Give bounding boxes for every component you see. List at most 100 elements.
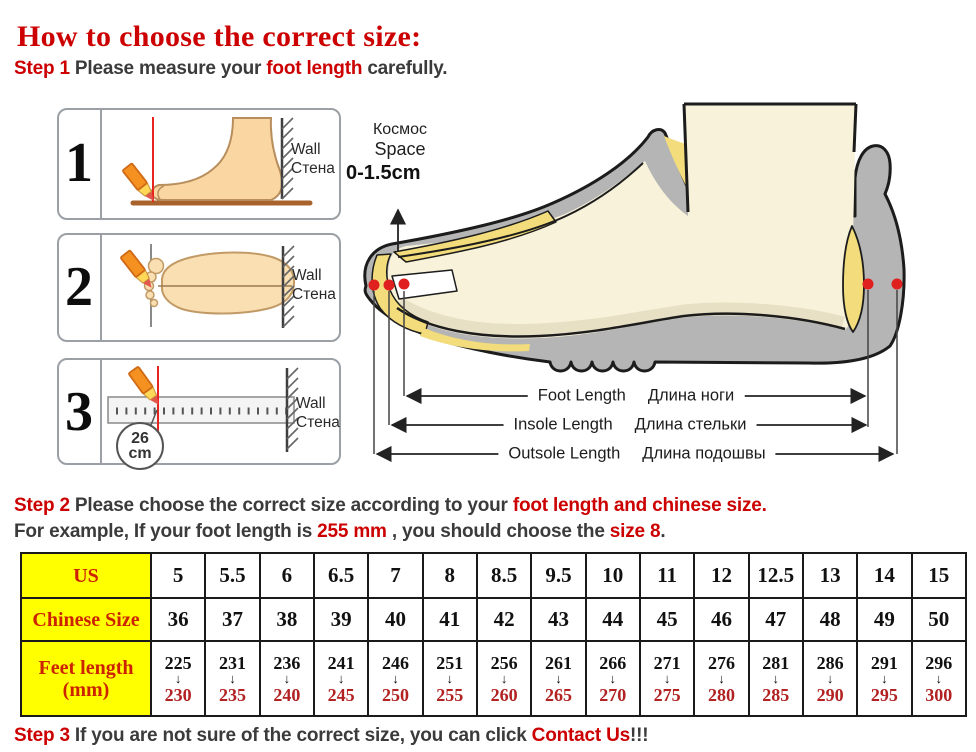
size-table-cell: 281 ↓ 285 [747,640,804,717]
text-segment: foot length [266,58,368,79]
size-table-cell: 225 ↓ 230 [149,640,207,717]
wall-label: Wall Стена [296,394,340,432]
ruler-callout-label: 26 cm [128,431,151,462]
toe-box [391,269,458,300]
size-table-row: Chinese Size 36 37 38 39 40 41 42 43 44 45 46 47 48 49… [20,597,968,642]
down-arrow-icon: ↓ [337,670,345,686]
size-table-row: Feet length (mm) 225 ↓ 230 231 ↓ 235 236 ↓ 240 241 ↓… [20,640,968,717]
size-table-cell: 42 [475,597,533,642]
down-arrow-icon: ↓ [935,670,943,686]
down-arrow-icon: ↓ [283,670,291,686]
size-table: US 5 5.5 6 6.5 7 8 8.5 9.5 10 11 12 12.5 13 14 15 Chines… [20,552,968,717]
size-table-cell: 48 [801,597,859,642]
contact-us-link[interactable]: Contact Us [531,725,630,746]
toe-space-label-en: Space [374,139,426,159]
down-arrow-icon: ↓ [392,670,399,686]
measurement-label-foot-length: Foot Length Длина ноги [527,386,745,406]
size-table-cell: 39 [312,597,370,642]
text-segment: carefully. [367,58,448,79]
text-segment: If you are not sure of the correct size,… [74,725,532,746]
shoe-cross-section [363,102,906,373]
text-segment: Please measure your [74,58,267,79]
size-table-cell: 5.5 [204,552,261,599]
size-table-row-header: Feet length (mm) [20,640,152,717]
page-title: How to choose the correct size: [17,20,422,53]
text-segment: . [660,521,666,542]
text-segment: Step 2 [14,495,75,516]
size-table-row-header: Chinese Size [20,597,152,642]
size-table-cell: 276 ↓ 280 [693,640,750,717]
size-table-cell: 41 [421,597,478,642]
measurement-label-outsole-length: Outsole Length Длина подошвы [498,444,776,464]
size-table-cell: 50 [910,597,968,642]
step2-text-line2: For example, If your foot length is 255 … [14,521,666,543]
size-table-cell: 8 [421,552,478,599]
shoe-outline [363,128,906,373]
size-table-cell: 271 ↓ 275 [638,640,696,717]
box-divider [100,110,102,218]
wall-label-en: Wall [296,395,326,412]
foot-inside-shoe [387,161,858,339]
step-box-number-3: 3 [65,381,93,443]
down-arrow-icon: ↓ [881,670,888,686]
size-table-cell: 286 ↓ 290 [801,640,859,717]
size-table-cell: 36 [149,597,207,642]
step-box-number-2: 2 [65,256,93,318]
size-table-cell: 46 [693,597,750,642]
toe-insole-crescent [371,253,429,335]
down-arrow-icon: ↓ [826,670,834,686]
wall-label-en: Wall [291,141,321,158]
size-table-cell: 43 [530,597,587,642]
insole-bottom-sliver [420,328,530,352]
wall-label-ru: Стена [291,160,335,177]
size-table-cell: 8.5 [475,552,533,599]
size-table-cell: 44 [584,597,641,642]
measurement-ru: Длина стельки [634,415,747,434]
down-arrow-icon: ↓ [229,670,236,686]
measurement-ru: Длина подошвы [642,444,766,463]
measurement-en: Insole Length [513,415,613,434]
toe-space-value: 0-1.5cm [346,162,421,184]
size-table-cell: 296 ↓ 300 [910,640,968,717]
text-segment: Step 3 [14,725,75,746]
size-table-cell: 38 [258,597,315,642]
size-table-cell: 7 [367,552,424,599]
size-table-cell: 49 [856,597,913,642]
size-table-row: US 5 5.5 6 6.5 7 8 8.5 9.5 10 11 12 12.5 13 14 15 [20,552,968,599]
text-segment: !!! [629,725,649,746]
heel-insole-crescent [842,225,865,333]
size-table-cell: 236 ↓ 240 [258,640,315,717]
size-table-cell: 14 [856,552,913,599]
size-table-cell: 6.5 [312,552,370,599]
down-arrow-icon: ↓ [663,670,671,686]
size-table-cell: 9.5 [530,552,587,599]
leg [684,104,856,242]
box-divider [100,360,102,463]
size-table-cell: 47 [747,597,804,642]
text-segment: Please choose the correct size according… [74,495,513,516]
size-table-cell: 15 [910,552,968,599]
size-table-cell: 12.5 [747,552,804,599]
down-arrow-icon: ↓ [500,670,508,686]
size-table-cell: 251 ↓ 255 [421,640,478,717]
measurement-en: Outsole Length [508,444,621,463]
text-segment: foot length and chinese size. [512,495,767,516]
text-segment: For example, If your foot length is [14,521,318,542]
down-arrow-icon: ↓ [555,670,562,686]
size-table-cell: 11 [638,552,696,599]
size-table-cell: 12 [693,552,750,599]
footbed-shading [395,297,845,337]
wall-label: Wall Стена [291,140,335,178]
shoe-tongue-padding [664,136,706,216]
size-table-cell: 37 [204,597,261,642]
measurement-dots [368,278,903,291]
measurement-en: Foot Length [537,386,626,405]
box-divider [100,235,102,340]
size-table-row-header: US [20,552,152,599]
down-arrow-icon: ↓ [609,670,617,686]
size-table-cell: 10 [584,552,641,599]
size-table-cell: 266 ↓ 270 [584,640,641,717]
vamp-inner-line [397,162,644,258]
size-table-cell: 241 ↓ 245 [312,640,370,717]
